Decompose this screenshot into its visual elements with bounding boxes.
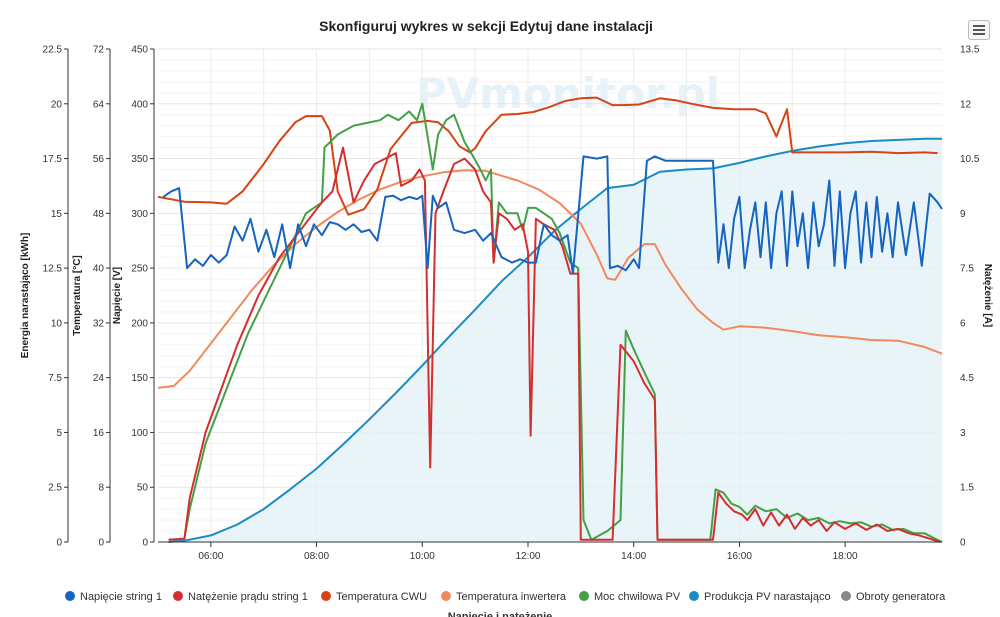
temperature-tick-label: 48 bbox=[93, 209, 105, 220]
temperature-axis-title: Temperatura [°C] bbox=[72, 255, 83, 336]
temperature-tick-label: 56 bbox=[93, 154, 105, 165]
energy-tick-label: 2.5 bbox=[48, 483, 62, 494]
legend-item-moc-chwilowa-pv[interactable]: Moc chwilowa PV bbox=[579, 591, 681, 603]
temperature-tick-label: 32 bbox=[93, 318, 105, 329]
temperature-tick-label: 8 bbox=[98, 483, 104, 494]
voltage-tick-label: 300 bbox=[131, 209, 148, 220]
x-tick-label: 16:00 bbox=[727, 551, 752, 562]
current-tick-label: 3 bbox=[960, 428, 966, 439]
chart-title: Skonfiguruj wykres w sekcji Edytuj dane … bbox=[319, 18, 653, 34]
voltage-tick-label: 350 bbox=[131, 154, 148, 165]
series-line-natezenie-pradu-string-1 bbox=[168, 146, 941, 543]
voltage-axis-title: Napięcie [V] bbox=[112, 267, 123, 324]
current-tick-label: 13.5 bbox=[960, 45, 980, 56]
series-lines bbox=[157, 96, 943, 543]
series-line-napiecie-string-1 bbox=[162, 155, 943, 275]
voltage-tick-label: 450 bbox=[131, 45, 148, 56]
x-tick-label: 10:00 bbox=[410, 551, 435, 562]
series-line-temperatura-cwu bbox=[157, 96, 938, 216]
voltage-tick-label: 50 bbox=[137, 483, 149, 494]
voltage-tick-label: 200 bbox=[131, 318, 148, 329]
watermark: PVmonitor.pl bbox=[416, 69, 720, 118]
voltage-tick-label: 150 bbox=[131, 373, 148, 384]
current-tick-label: 9 bbox=[960, 209, 966, 220]
next-chart-title: Napięcie i natężenie bbox=[447, 611, 553, 617]
energy-tick-label: 12.5 bbox=[43, 264, 63, 275]
energy-axis-title: Energia narastająco [kWh] bbox=[20, 233, 31, 359]
current-tick-label: 4.5 bbox=[960, 373, 974, 384]
legend-marker bbox=[65, 591, 75, 601]
x-tick-label: 08:00 bbox=[304, 551, 329, 562]
legend-label: Natężenie prądu string 1 bbox=[188, 591, 308, 603]
legend-item-temperatura-inwertera[interactable]: Temperatura inwertera bbox=[441, 591, 567, 603]
energy-tick-label: 22.5 bbox=[43, 45, 63, 56]
x-tick-label: 14:00 bbox=[621, 551, 646, 562]
current-tick-label: 10.5 bbox=[960, 154, 980, 165]
current-axis-title: Natężenie [A] bbox=[982, 264, 993, 327]
legend-marker bbox=[579, 591, 589, 601]
hamburger-menu-icon[interactable] bbox=[968, 20, 990, 40]
legend-label: Obroty generatora bbox=[856, 591, 946, 603]
legend-label: Produkcja PV narastająco bbox=[704, 591, 831, 603]
voltage-tick-label: 100 bbox=[131, 428, 148, 439]
x-tick-label: 06:00 bbox=[198, 551, 223, 562]
legend-marker bbox=[173, 591, 183, 601]
temperature-tick-label: 40 bbox=[93, 264, 105, 275]
current-tick-label: 1.5 bbox=[960, 483, 974, 494]
x-tick-label: 18:00 bbox=[833, 551, 858, 562]
energy-tick-label: 7.5 bbox=[48, 373, 62, 384]
energy-tick-label: 20 bbox=[51, 99, 63, 110]
energy-tick-label: 17.5 bbox=[43, 154, 63, 165]
current-tick-label: 6 bbox=[960, 318, 966, 329]
temperature-tick-label: 16 bbox=[93, 428, 105, 439]
axes: 06:00 08:00 10:00 12:00 14:00 16:00 18:00 0 2.5 5… bbox=[20, 45, 993, 563]
legend-item-obroty-generatora[interactable]: Obroty generatora bbox=[841, 591, 946, 603]
energy-tick-label: 5 bbox=[56, 428, 62, 439]
series-line-temperatura-inwertera bbox=[157, 169, 943, 389]
temperature-tick-label: 0 bbox=[98, 538, 104, 549]
legend-item-produkcja-pv-narastajaco[interactable]: Produkcja PV narastająco bbox=[689, 591, 831, 603]
current-tick-label: 7.5 bbox=[960, 264, 974, 275]
temperature-tick-label: 64 bbox=[93, 99, 105, 110]
current-tick-label: 0 bbox=[960, 538, 966, 549]
voltage-tick-label: 250 bbox=[131, 264, 148, 275]
legend-marker bbox=[441, 591, 451, 601]
legend-marker bbox=[689, 591, 699, 601]
energy-tick-label: 15 bbox=[51, 209, 63, 220]
legend: Napięcie string 1 Natężenie prądu string … bbox=[65, 591, 946, 603]
temperature-tick-label: 24 bbox=[93, 373, 105, 384]
legend-label: Temperatura inwertera bbox=[456, 591, 567, 603]
legend-item-napiecie-string-1[interactable]: Napięcie string 1 bbox=[65, 591, 162, 603]
series-line-moc-chwilowa-pv bbox=[168, 102, 943, 543]
temperature-tick-label: 72 bbox=[93, 45, 105, 56]
voltage-tick-label: 0 bbox=[142, 538, 148, 549]
legend-item-natezenie-pradu-string-1[interactable]: Natężenie prądu string 1 bbox=[173, 591, 308, 603]
current-tick-label: 12 bbox=[960, 99, 972, 110]
voltage-tick-label: 400 bbox=[131, 99, 148, 110]
legend-item-temperatura-cwu[interactable]: Temperatura CWU bbox=[321, 591, 427, 603]
energy-tick-label: 0 bbox=[56, 538, 62, 549]
x-tick-label: 12:00 bbox=[515, 551, 540, 562]
energy-tick-label: 10 bbox=[51, 318, 63, 329]
legend-label: Moc chwilowa PV bbox=[594, 591, 681, 603]
legend-label: Napięcie string 1 bbox=[80, 591, 162, 603]
legend-marker bbox=[321, 591, 331, 601]
legend-marker bbox=[841, 591, 851, 601]
legend-label: Temperatura CWU bbox=[336, 591, 427, 603]
